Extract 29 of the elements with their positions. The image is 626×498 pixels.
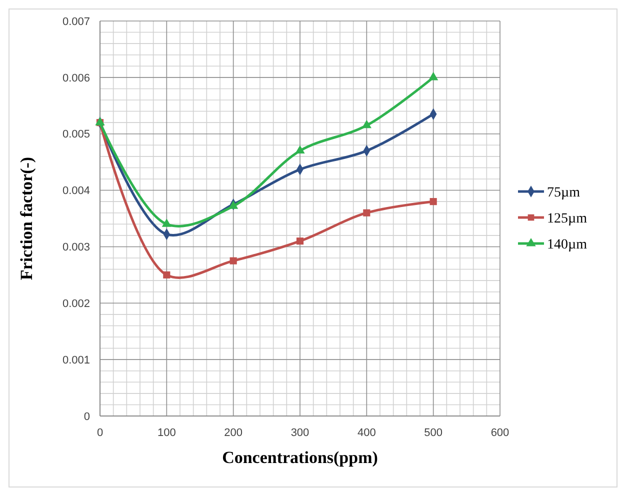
- y-tick-label: 0.004: [62, 185, 90, 198]
- y-tick-label: 0.007: [62, 16, 90, 28]
- point: [162, 218, 172, 227]
- x-tick-label: 300: [290, 427, 310, 439]
- point: [363, 209, 370, 216]
- x-tick-label: 400: [357, 427, 376, 439]
- legend-label: 140µm: [547, 237, 588, 252]
- x-tick-label: 200: [224, 427, 243, 439]
- y-tick-label: 0.005: [62, 128, 90, 141]
- y-tick-label: 0.002: [62, 298, 90, 310]
- point: [428, 72, 438, 80]
- y-tick-label: 0.006: [62, 72, 90, 84]
- point: [362, 120, 372, 128]
- y-tick-label: 0.003: [62, 242, 90, 254]
- x-tick-label: 500: [424, 427, 443, 439]
- y-tick-label: 0.001: [62, 354, 90, 366]
- point: [230, 257, 237, 264]
- x-axis-title: Concentrations(ppm): [222, 448, 378, 467]
- x-tick-label: 600: [490, 427, 510, 439]
- point: [430, 198, 437, 206]
- legend-label: 125µm: [547, 211, 588, 226]
- y-tick-label: 0: [84, 410, 90, 423]
- x-tick-label: 100: [157, 427, 176, 439]
- y-axis-title: Friction factor(-): [17, 156, 36, 280]
- x-tick-label: 0: [96, 427, 104, 439]
- legend-label: 75µm: [547, 185, 580, 200]
- point: [296, 238, 304, 245]
- point: [163, 271, 170, 278]
- point: [295, 145, 305, 154]
